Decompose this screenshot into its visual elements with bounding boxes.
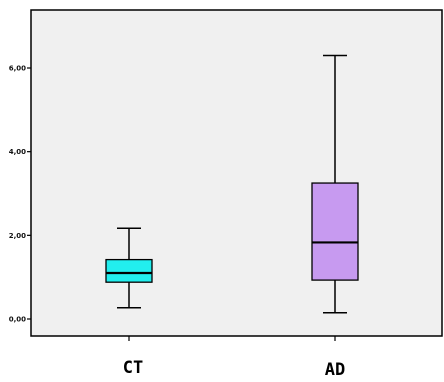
x-axis: CT AD <box>123 336 345 380</box>
box-ct <box>105 227 153 309</box>
iqr-box <box>105 258 153 283</box>
y-axis: 0,00 2,00 4,00 6,00 <box>9 65 31 324</box>
boxes <box>105 54 359 314</box>
plot-area <box>30 9 443 337</box>
y-tick-label: 4,00 <box>9 148 26 156</box>
x-category-label: CT <box>123 358 143 378</box>
y-tick-label: 6,00 <box>9 65 26 73</box>
y-tick-label: 2,00 <box>9 232 26 240</box>
iqr-box <box>311 182 359 281</box>
box-ad <box>311 54 359 314</box>
x-category-label: AD <box>325 360 345 380</box>
y-tick-label: 0,00 <box>9 316 26 324</box>
